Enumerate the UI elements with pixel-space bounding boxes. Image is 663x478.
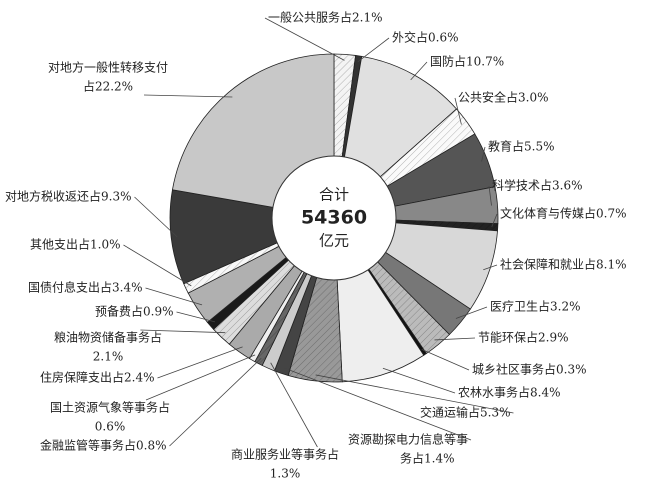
slice-label: 1.3% [270,467,301,478]
leader-line [315,374,514,414]
leader-line [455,306,488,319]
slice-label: 占22.2% [83,79,133,94]
leader-line [169,357,262,447]
slice-label: 务占1.4% [400,451,455,466]
slice-label: 文化体育与传媒占0.7% [500,206,627,221]
leader-line [483,264,498,271]
leader-line [134,196,178,238]
leader-line [357,37,390,63]
leader-line [140,329,226,334]
leader-line [270,362,318,448]
slice-label: 2.1% [93,350,124,364]
center-unit: 亿元 [319,232,349,250]
slice-label: 对地方一般性转移支付 [48,60,168,75]
slice-label: 科学技术占3.6% [492,178,583,193]
slice-label: 其他支出占1.0% [30,237,121,252]
slice-label: 0.6% [95,420,126,434]
slice-label: 社会保障和就业占8.1% [500,257,627,272]
slice-label: 外交占0.6% [392,30,459,45]
slice-label: 医疗卫生占3.2% [490,299,581,314]
slice-label: 教育占5.5% [488,139,555,154]
slice-label: 粮油物资储备事务占 [54,330,162,345]
leader-line [491,213,498,228]
slice-label: 资源勘探电力信息等事 [348,432,468,447]
leader-line [421,349,470,371]
slice-label: 商业服务业等事务占 [231,447,339,462]
slice-label: 预备费占0.9% [95,304,174,319]
center-total: 54360 [301,207,367,229]
leader-line [488,185,492,206]
slice-label: 金融监管等事务占0.8% [40,438,167,453]
leader-line [123,244,192,287]
slice-label: 一般公共服务占2.1% [268,10,383,25]
leader-line [145,354,256,401]
slice-label: 节能环保占2.9% [478,330,569,345]
slice-label: 对地方税收返还占9.3% [5,189,132,204]
leader-line [434,337,476,341]
leader-line [283,367,472,441]
leader-line [145,287,203,306]
leader-line [382,367,456,394]
slice-label: 交通运输占5.3% [420,405,511,420]
donut-hole [271,155,397,281]
slice-label: 国债付息支出占3.4% [28,280,143,295]
leader-line [176,311,216,323]
leader-line [454,97,462,125]
leader-line [157,346,243,379]
leader-line [143,94,233,98]
leader-line [410,61,428,81]
slice-label: 住房保障支出占2.4% [40,370,155,385]
leader-line [264,17,345,61]
center-label: 合计 [319,186,349,204]
slice-label: 公共安全占3.0% [458,90,549,105]
slice-label: 国土资源气象等事务占 [50,400,170,415]
slice-label: 国防占10.7% [430,54,504,69]
leader-line [481,146,486,162]
slice-label: 城乡社区事务占0.3% [472,362,587,377]
slice-label: 农林水事务占8.4% [458,385,561,400]
